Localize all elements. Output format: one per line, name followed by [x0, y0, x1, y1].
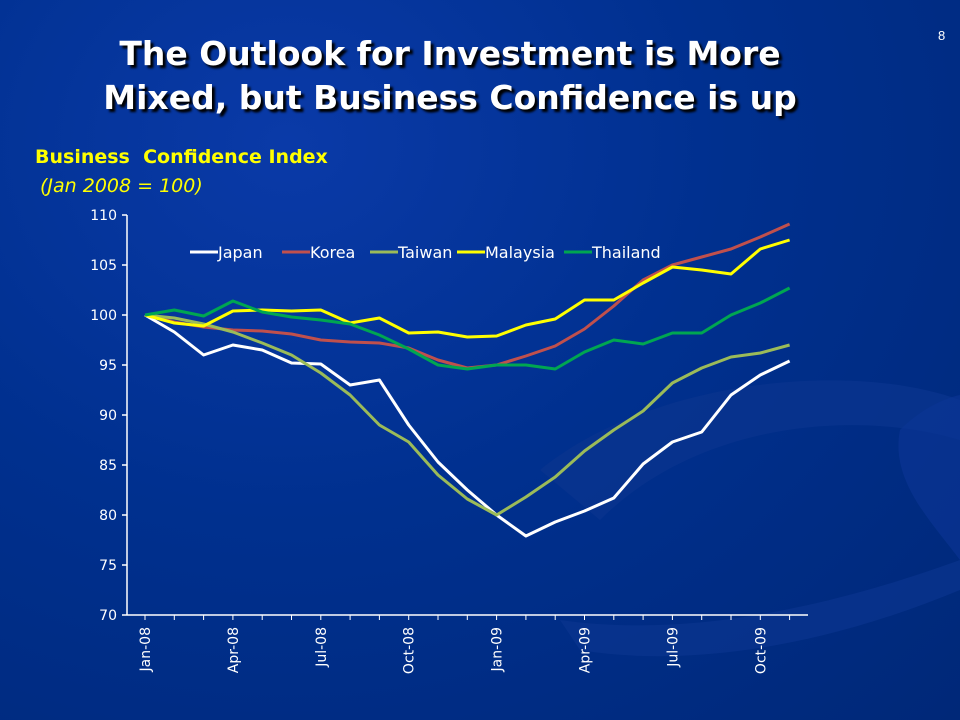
y-tick-label: 85 — [99, 458, 117, 474]
chart-subtitle: (Jan 2008 = 100) — [40, 175, 203, 197]
y-tick-label: 95 — [99, 358, 117, 374]
chart-title: Business Confidence Index — [35, 146, 328, 168]
x-tick-label: Jan-09 — [490, 627, 506, 672]
y-tick-label: 75 — [99, 558, 117, 574]
y-tick-label: 70 — [99, 608, 117, 624]
series-line-thailand — [144, 286, 791, 371]
series-line-malaysia — [144, 238, 791, 339]
x-tick-label: Apr-08 — [226, 627, 242, 673]
y-tick-label: 105 — [90, 258, 117, 274]
legend-label-thailand: Thailand — [591, 243, 661, 262]
title-line-1: The Outlook for Investment is More — [119, 34, 781, 73]
y-tick-label: 110 — [90, 208, 117, 224]
y-tick-label: 90 — [99, 408, 117, 424]
page-number: 8 — [938, 28, 946, 43]
legend-label-korea: Korea — [310, 243, 355, 262]
legend-label-malaysia: Malaysia — [485, 243, 555, 262]
legend-label-japan: Japan — [217, 243, 263, 262]
x-tick-label: Jul-09 — [665, 627, 681, 668]
series-line-taiwan — [144, 313, 790, 517]
x-tick-label: Jul-08 — [314, 627, 330, 668]
series-line-japan — [144, 313, 791, 538]
title-line-2: Mixed, but Business Confidence is up — [103, 78, 797, 117]
slide-title: The Outlook for Investment is More Mixed… — [60, 32, 840, 120]
x-tick-label: Jan-08 — [138, 627, 154, 672]
y-tick-label: 80 — [99, 508, 117, 524]
legend-label-taiwan: Taiwan — [397, 243, 452, 262]
x-tick-label: Oct-09 — [753, 627, 769, 674]
x-tick-label: Oct-08 — [402, 627, 418, 674]
y-tick-label: 100 — [90, 308, 117, 324]
x-tick-label: Apr-09 — [578, 627, 594, 673]
